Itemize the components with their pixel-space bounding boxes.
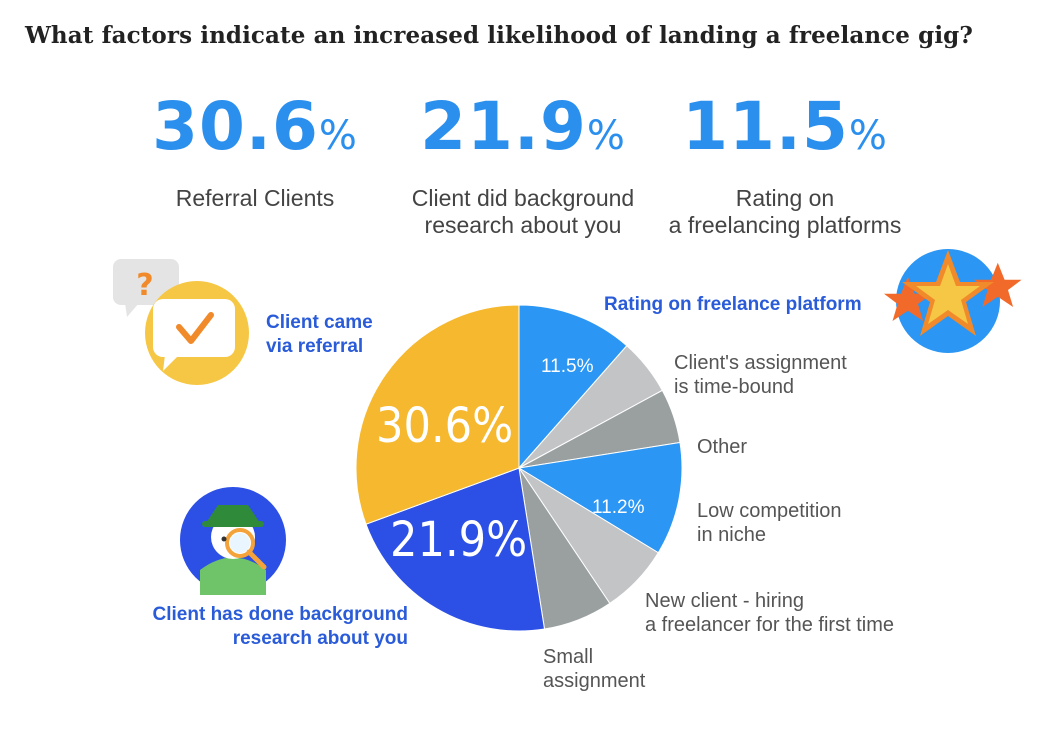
star-rating-icon	[884, 249, 1022, 353]
callout-rating: Rating on freelance platform	[604, 294, 862, 315]
callout-referral: Client came via referral	[266, 312, 373, 357]
pie-slice-3	[517, 441, 683, 554]
slice-label-background: 21.9%	[390, 512, 528, 568]
stat-label: Client did background research about you	[411, 185, 635, 238]
page-title: What factors indicate an increased likel…	[25, 22, 973, 49]
slice-label-referral: 30.6%	[376, 398, 514, 454]
detective-icon	[180, 487, 286, 595]
stat-background: 21.9% Client did background research abou…	[383, 88, 663, 239]
callout-low-competition: Low competition in niche	[697, 500, 842, 546]
callout-background: Client has done background research about…	[152, 604, 408, 649]
pie-slice-0	[518, 304, 628, 470]
stat-rating: 11.5% Rating on a freelancing platforms	[645, 88, 925, 239]
stat-referral: 30.6% Referral Clients	[115, 88, 395, 212]
svg-text:?: ?	[136, 268, 153, 303]
stat-number: 11.5%	[682, 88, 888, 165]
callout-new-client: New client - hiring a freelancer for the …	[645, 590, 894, 636]
chat-checkmark-icon: ?	[113, 259, 249, 385]
stat-number: 30.6%	[152, 88, 358, 165]
slice-label-low-competition: 11.2%	[592, 497, 645, 518]
callout-small-assignment: Small assignment	[543, 646, 646, 692]
slice-label-rating: 11.5%	[541, 356, 594, 377]
pie-slice-6	[365, 467, 546, 632]
stat-number: 21.9%	[420, 88, 626, 165]
callout-other: Other	[697, 436, 748, 458]
callout-time-bound: Client's assignment is time-bound	[674, 352, 847, 398]
stat-label: Rating on a freelancing platforms	[668, 185, 902, 238]
stat-label: Referral Clients	[175, 185, 335, 211]
pie-slice-7	[355, 304, 520, 525]
